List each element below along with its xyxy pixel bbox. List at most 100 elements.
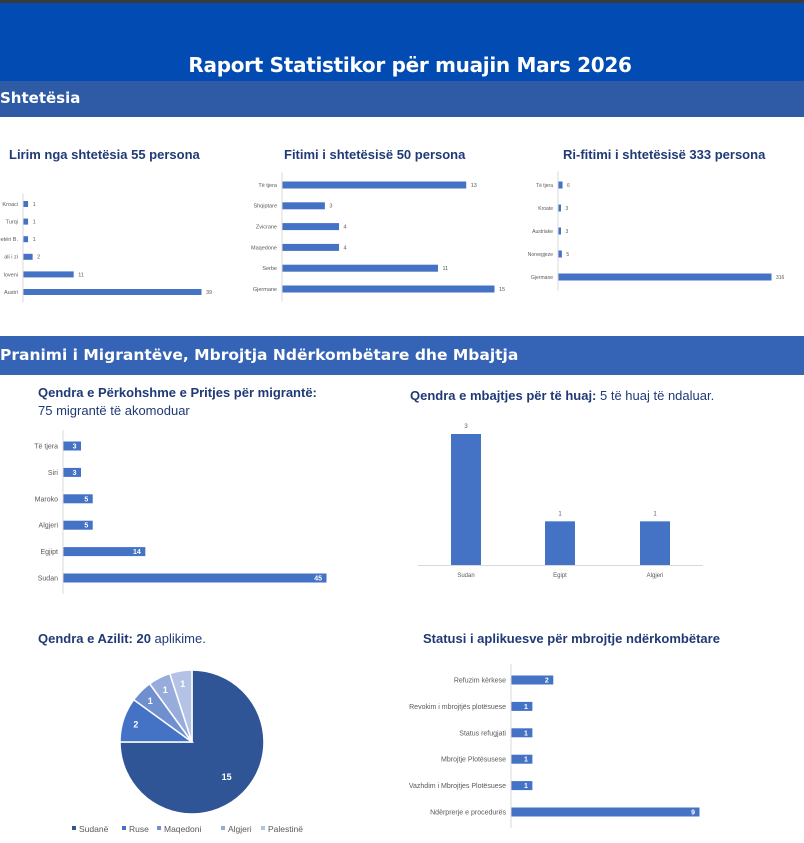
category-label: Ndërprerje e procedurës (430, 809, 506, 816)
category-label: Serbe (262, 266, 277, 272)
legend-swatch (261, 826, 265, 830)
bar (23, 201, 29, 207)
data-label: 3 (329, 204, 332, 210)
bar (511, 675, 554, 685)
bar (23, 236, 29, 243)
bar (23, 289, 202, 295)
data-label: 1 (180, 679, 185, 689)
category-label: Austriake (532, 229, 553, 235)
category-label: Zvicrane (256, 225, 277, 231)
category-label: Të tjera (536, 183, 553, 189)
bar (63, 494, 93, 504)
data-label: 45 (314, 575, 322, 582)
legend-swatch (72, 826, 76, 830)
bar (282, 264, 438, 272)
category-label: Të tjera (258, 183, 278, 189)
status-chart-title: Statusi i aplikuesve për mbrojtje ndërko… (423, 631, 720, 646)
asylum-title-bold: Qendra e Azilit: 20 (38, 631, 151, 646)
data-label: 39 (206, 290, 212, 296)
data-label: 3 (566, 206, 569, 212)
data-label: 1 (524, 730, 528, 737)
category-label: Maqedone (251, 245, 277, 251)
data-label: 1 (524, 704, 528, 711)
bar (63, 520, 93, 530)
detention-title: Qendra e mbajtjes për të huaj: 5 të huaj… (410, 388, 714, 403)
category-label: Shqiptare (253, 204, 277, 210)
bar (23, 253, 33, 260)
chart-title-reacquisition: Ri-fitimi i shtetësisë 333 persona (563, 147, 766, 162)
category-label: Gjermane (531, 275, 553, 281)
bar (558, 250, 562, 258)
legend-label: Palestinë (268, 824, 303, 834)
category-label: Algjeri (39, 523, 59, 530)
reception-subtitle: 75 migrantë të akomoduar (38, 403, 190, 418)
data-label: 1 (33, 237, 36, 243)
bar (558, 204, 561, 212)
category-label: Të tjera (34, 443, 58, 450)
data-label: 3 (566, 229, 569, 235)
data-label: 2 (545, 677, 549, 684)
bar (282, 202, 325, 210)
bar (282, 181, 467, 189)
category-label: Revokim i mbrojtjës plotësuese (409, 704, 506, 711)
category-label: loveni (4, 272, 18, 278)
bar (545, 521, 575, 565)
category-label: Algjeri (647, 573, 664, 579)
data-label: 316 (776, 275, 785, 281)
category-label: Turqi (6, 220, 18, 226)
detention-subtitle: 5 të huaj të ndaluar. (596, 388, 715, 403)
data-label: 1 (163, 685, 168, 695)
legend-swatch (221, 826, 225, 830)
data-label: 2 (37, 255, 40, 261)
data-label: 15 (222, 772, 232, 782)
section-header-migrants: Pranimi i Migrantëve, Mbrojtja Ndërkombë… (0, 336, 804, 375)
data-label: 1 (524, 757, 528, 764)
data-label: 5 (566, 252, 569, 258)
bar (63, 547, 146, 557)
category-label: Austri (4, 290, 18, 296)
legend-label: Maqedoni (164, 824, 201, 834)
data-label: 1 (653, 511, 657, 517)
category-label: Maroko (35, 496, 58, 503)
bar (282, 223, 340, 231)
detention-title-bold: Qendra e mbajtjes për të huaj: (410, 388, 597, 403)
data-label: 3 (464, 424, 468, 430)
category-label: Status refugjati (459, 730, 506, 737)
bar (511, 701, 533, 711)
bar (511, 728, 533, 738)
data-label: 11 (442, 266, 448, 272)
category-label: Egipt (553, 573, 567, 579)
bar (23, 218, 29, 225)
legend-label: Sudanë (79, 824, 109, 834)
data-label: 4 (344, 225, 347, 231)
legend-label: Ruse (129, 824, 149, 834)
legend-label: Algjeri (228, 824, 252, 834)
category-label: ali i zi (4, 255, 18, 261)
bar (511, 807, 700, 817)
data-label: 14 (133, 549, 141, 556)
data-label: 2 (133, 719, 138, 729)
data-label: 13 (471, 183, 477, 189)
chart-title-acquisition: Fitimi i shtetësisë 50 persona (284, 147, 466, 162)
bar (63, 441, 82, 451)
category-label: Siri (48, 470, 59, 477)
data-label: 1 (524, 783, 528, 790)
bar (558, 273, 772, 281)
bar (558, 227, 561, 235)
asylum-subtitle: aplikime. (150, 631, 206, 646)
category-label: Refuzim kërkese (454, 677, 506, 684)
legend-swatch (157, 826, 161, 830)
legend-swatch (122, 826, 126, 830)
category-label: Mbrojtje Plotësusese (441, 757, 506, 764)
top-strip (0, 0, 804, 3)
category-label: Sudan (457, 573, 474, 579)
bar (640, 521, 670, 565)
category-label: Egjipt (40, 549, 58, 556)
bar (558, 181, 563, 189)
data-label: 5 (84, 496, 88, 503)
data-label: 5 (84, 523, 88, 530)
bar (63, 467, 82, 477)
bar (511, 781, 533, 791)
category-label: Kroaci (2, 202, 18, 208)
